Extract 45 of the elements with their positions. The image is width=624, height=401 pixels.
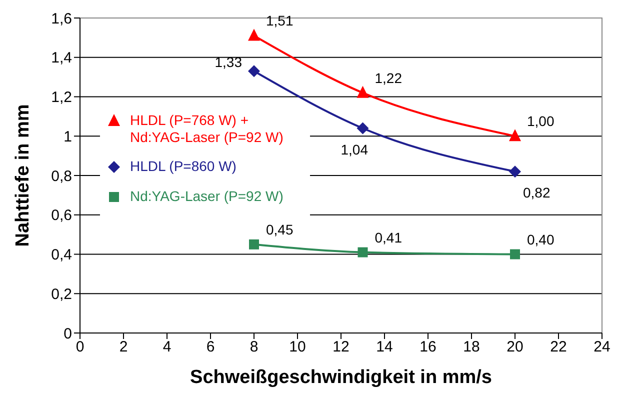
x-tick-label: 24	[594, 338, 610, 356]
point	[248, 65, 260, 78]
y-tick-label: 0	[64, 325, 72, 342]
x-tick-label: 2	[119, 338, 128, 356]
y-tick-label: 0,2	[51, 286, 72, 303]
y-tick-label: 1	[64, 128, 72, 146]
legend-label: HLDL (P=860 W)	[130, 158, 236, 175]
x-tick-label: 18	[463, 338, 480, 356]
point	[510, 249, 520, 260]
data-label: 1,51	[266, 12, 294, 29]
point	[248, 28, 260, 41]
point	[249, 239, 259, 250]
data-label: 0,40	[527, 231, 554, 248]
y-tick-label: 1,6	[51, 10, 72, 28]
point	[358, 247, 368, 258]
y-tick-label: 0,8	[51, 168, 72, 185]
x-tick-label: 4	[162, 338, 172, 356]
point	[356, 122, 369, 134]
x-tick-label: 16	[420, 338, 436, 356]
point	[356, 86, 369, 98]
data-label: 1,33	[214, 54, 242, 70]
data-label: 1,04	[340, 141, 368, 158]
x-tick-label: 20	[506, 338, 524, 356]
y-tick-label: 0,4	[51, 246, 72, 264]
legend-label: HLDL (P=768 W) + Nd:YAG-Laser (P=92 W)	[130, 112, 284, 146]
y-tick-label: 0,6	[51, 207, 72, 224]
x-tick-label: 14	[376, 338, 393, 356]
point	[509, 129, 521, 142]
x-tick-label: 22	[550, 338, 567, 356]
data-label: 0,82	[523, 184, 550, 201]
data-label: 1,00	[527, 113, 554, 130]
y-tick-label: 1,4	[51, 50, 72, 67]
x-tick-label: 6	[206, 338, 215, 356]
x-tick-label: 0	[76, 338, 84, 356]
x-tick-label: 12	[332, 338, 350, 356]
x-tick-label: 10	[289, 338, 306, 356]
data-label: 0,41	[374, 229, 402, 246]
data-label: 1,22	[374, 70, 402, 86]
y-axis-title: Nahttiefe in mm	[12, 104, 34, 247]
x-tick-label: 8	[250, 338, 258, 356]
point	[509, 166, 521, 178]
x-axis-title: Schweißgeschwindigkeit in mm/s	[190, 367, 492, 388]
data-label: 0,45	[266, 221, 294, 238]
legend-label: Nd:YAG-Laser (P=92 W)	[130, 188, 284, 205]
y-tick-label: 1,2	[51, 89, 72, 106]
